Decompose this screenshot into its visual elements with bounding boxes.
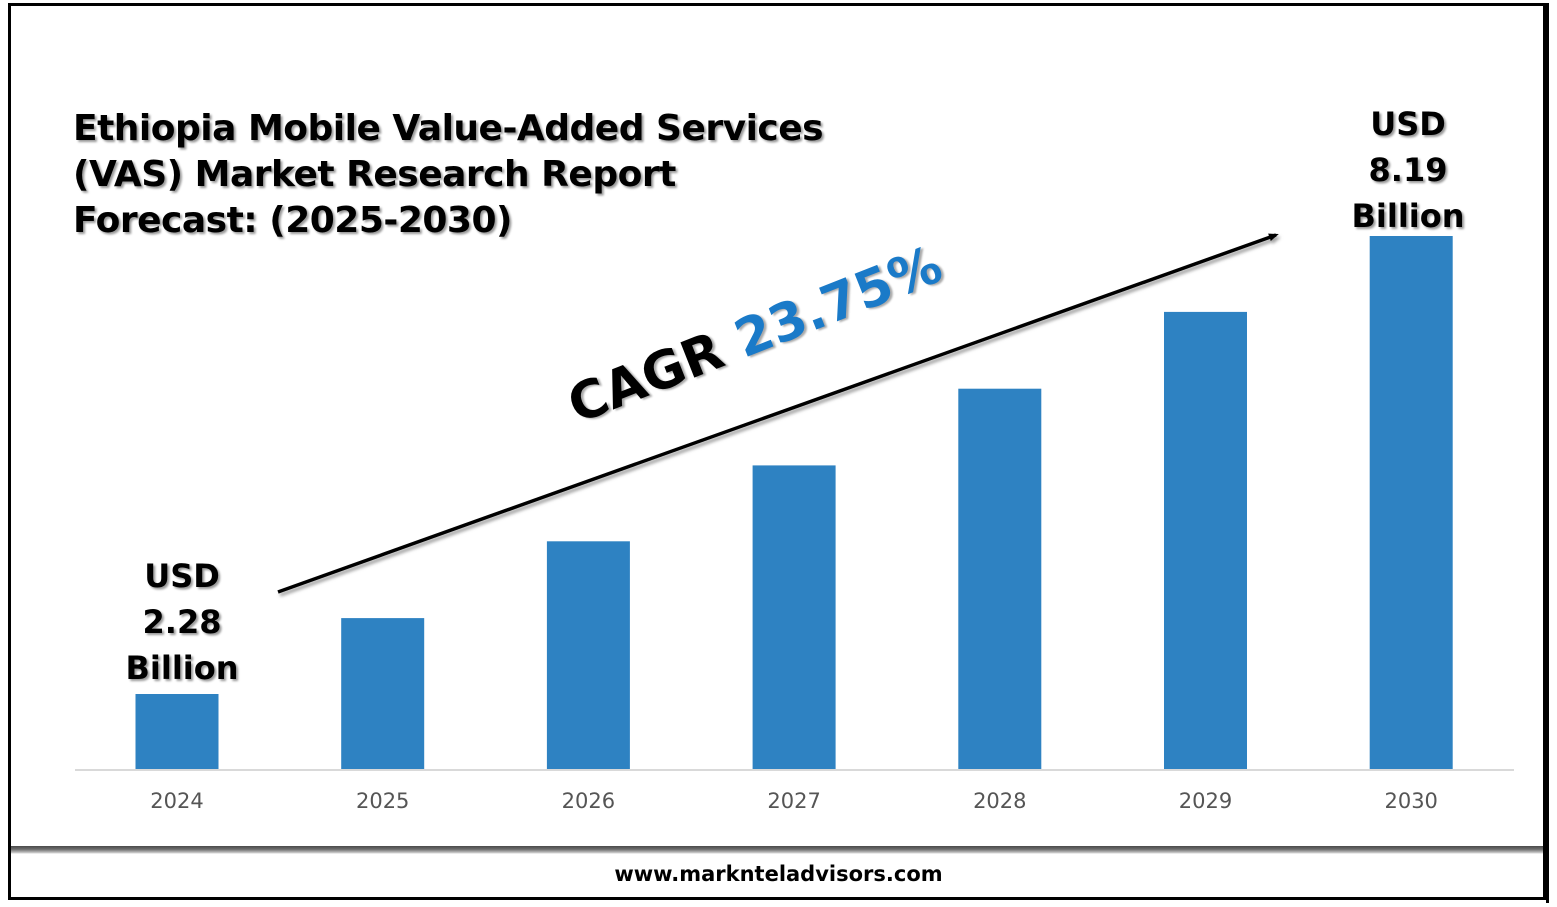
start-value-callout: USD 2.28 Billion: [112, 553, 252, 691]
x-tick-label-2024: 2024: [150, 789, 203, 813]
bar-2028: [958, 388, 1042, 769]
footer-divider: [11, 846, 1543, 854]
bar-2025: [341, 618, 425, 769]
bar-2029: [1164, 311, 1247, 769]
title-line-1: Ethiopia Mobile Value-Added Services: [73, 108, 824, 149]
frame-shadow: [1546, 3, 1549, 903]
end-currency: USD: [1370, 105, 1446, 143]
x-tick-label-2028: 2028: [973, 789, 1026, 813]
bar-2030: [1369, 236, 1453, 769]
end-value-callout: USD 8.19 Billion: [1338, 101, 1478, 239]
title-line-3: Forecast: (2025-2030): [73, 200, 512, 241]
x-tick-label-2027: 2027: [767, 789, 820, 813]
title-line-2: (VAS) Market Research Report: [73, 154, 676, 195]
x-tick-label-2025: 2025: [356, 789, 409, 813]
footer-website[interactable]: www.marknteladvisors.com: [614, 862, 943, 886]
bar-2026: [546, 541, 630, 769]
x-tick-label-2029: 2029: [1179, 789, 1232, 813]
start-value: 2.28: [142, 603, 222, 641]
end-value: 8.19: [1368, 151, 1448, 189]
chart-title: Ethiopia Mobile Value-Added Services (VA…: [73, 106, 824, 244]
x-tick-label-2026: 2026: [562, 789, 615, 813]
end-unit: Billion: [1351, 197, 1465, 235]
x-tick-label-2030: 2030: [1384, 789, 1437, 813]
bar-2024: [135, 694, 219, 769]
bar-2027: [752, 465, 836, 769]
cagr-trend-arrow: [277, 233, 1279, 594]
start-currency: USD: [144, 557, 220, 595]
start-unit: Billion: [125, 649, 239, 687]
